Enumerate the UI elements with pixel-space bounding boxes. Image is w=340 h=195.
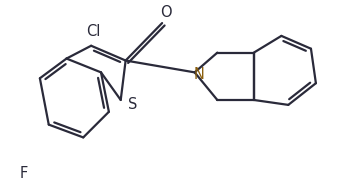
Text: O: O: [160, 5, 172, 20]
Text: S: S: [128, 97, 137, 112]
Text: N: N: [193, 67, 204, 82]
Text: Cl: Cl: [86, 24, 100, 39]
Text: F: F: [20, 166, 28, 181]
